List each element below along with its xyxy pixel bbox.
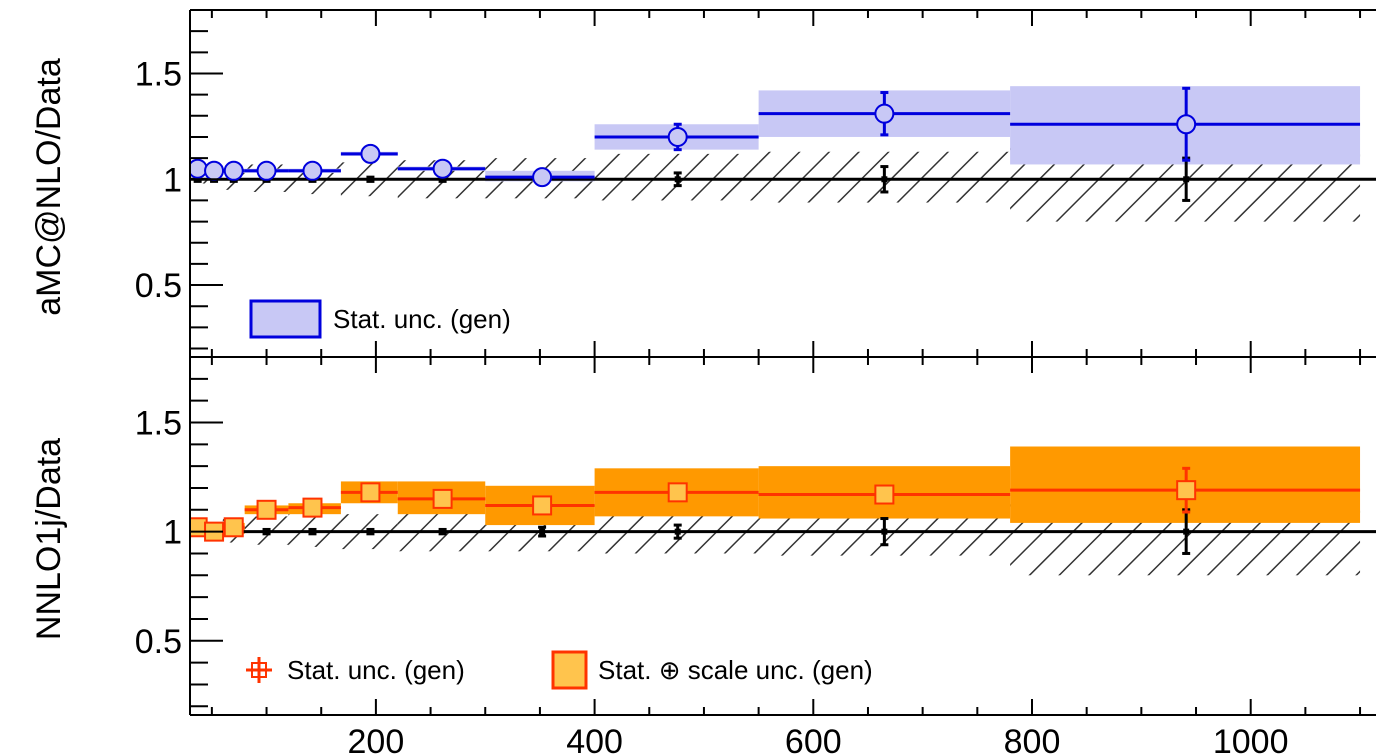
x-tick-label: 400 bbox=[566, 723, 623, 755]
prediction-marker-square bbox=[432, 488, 453, 509]
top-y-axis-label: aMC@NLO/Data bbox=[30, 58, 68, 316]
prediction-marker-circle bbox=[223, 160, 244, 181]
bottom-y-axis-label: NNLO1j/Data bbox=[30, 438, 68, 640]
prediction-marker-circle bbox=[532, 167, 553, 188]
prediction-marker-square bbox=[360, 482, 381, 503]
prediction-marker-circle bbox=[190, 158, 208, 179]
prediction-marker-circle bbox=[256, 160, 277, 181]
y-tick-label: 1.5 bbox=[135, 404, 182, 442]
prediction-marker-circle bbox=[1176, 114, 1197, 135]
legend-stat-unc-label: Stat. unc. (gen) bbox=[287, 655, 465, 685]
y-tick-label: 0.5 bbox=[135, 623, 182, 661]
y-tick-label: 1 bbox=[163, 514, 182, 552]
y-tick-label: 1 bbox=[163, 161, 182, 199]
prediction-marker-circle bbox=[667, 126, 688, 147]
prediction-marker-square bbox=[256, 499, 277, 520]
prediction-marker-circle bbox=[432, 158, 453, 179]
legend-stat-unc-label: Stat. unc. (gen) bbox=[333, 304, 511, 334]
prediction-marker-circle bbox=[204, 160, 225, 181]
prediction-marker-circle bbox=[302, 160, 323, 181]
x-tick-label: 600 bbox=[785, 723, 842, 755]
y-tick-label: 1.5 bbox=[135, 55, 182, 93]
legend-stat-scale-unc-label: Stat. ⊕ scale unc. (gen) bbox=[598, 655, 873, 685]
bottom-legend: Stat. unc. (gen) Stat. ⊕ scale unc. (gen… bbox=[246, 650, 873, 690]
y-tick-label: 0.5 bbox=[135, 267, 182, 305]
prediction-marker-square bbox=[532, 495, 553, 516]
legend-scale-band-swatch bbox=[551, 650, 588, 690]
prediction-marker-square bbox=[874, 484, 895, 505]
x-tick-label: 800 bbox=[1004, 723, 1061, 755]
top-ratio-panel bbox=[190, 86, 1376, 222]
prediction-marker-circle bbox=[874, 103, 895, 124]
prediction-marker-square bbox=[667, 482, 688, 503]
legend-stat-band-swatch bbox=[249, 299, 322, 339]
prediction-marker-square bbox=[302, 497, 323, 518]
prediction-marker-square bbox=[1176, 480, 1197, 501]
prediction-marker-circle bbox=[360, 143, 381, 164]
x-tick-label: 200 bbox=[348, 723, 405, 755]
prediction-marker-square bbox=[223, 517, 244, 538]
top-legend: Stat. unc. (gen) bbox=[249, 299, 511, 339]
x-tick-label: 1000 bbox=[1213, 723, 1289, 755]
bottom-ratio-panel bbox=[190, 446, 1376, 576]
legend-stat-marker bbox=[246, 657, 272, 683]
prediction-marker-square bbox=[190, 517, 208, 538]
bottom-panel-axes: 0.5 1 1.5 200 400 600 800 1000 bbox=[135, 356, 1376, 755]
